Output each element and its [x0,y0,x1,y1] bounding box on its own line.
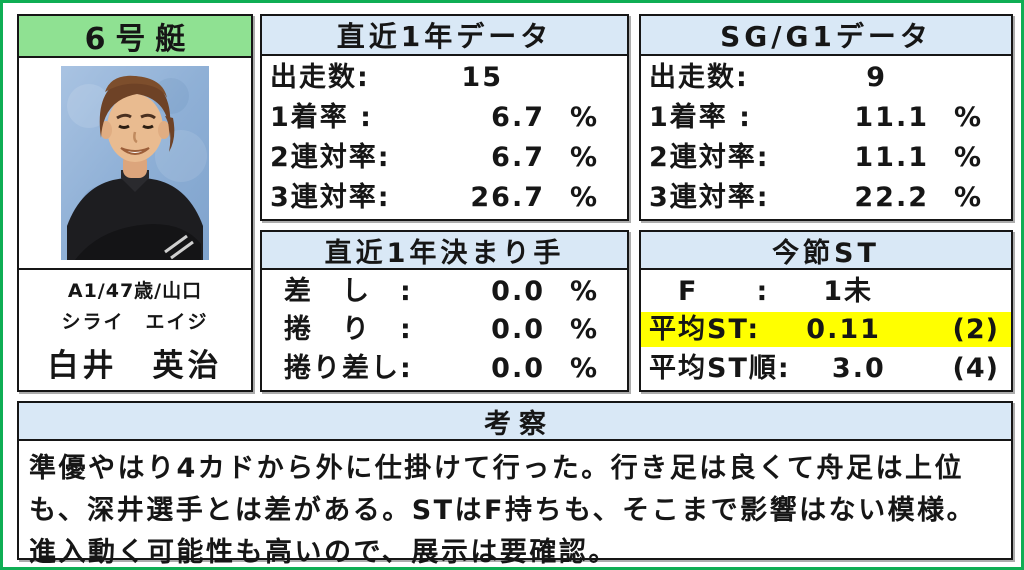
stat-value: 0.0 [491,353,545,385]
racer-profile-card: 6号艇 [17,14,253,392]
kimarite-rows: 差 し : 0.0% 捲 り : 0.0% 捲り差し: 0.0% [262,270,627,390]
sg-g1-data-title: SG/G1データ [641,16,1011,56]
stat-unit: % [953,181,981,213]
stat-value: 6.7 [491,141,545,173]
stat-value: 11.1 [854,141,929,173]
stat-unit: % [569,275,597,307]
recent-year-data-card: 直近1年データ 出走数: 15 1着率 : 6.7% 2連対率: 6.7% 3連対率: 26.… [260,14,629,221]
series-st-card: 今節ST F : 1未平均ST: 0.11 (2) 平均ST順: 3.0 (4) [639,230,1013,392]
stat-label: 2連対率: [270,141,391,173]
stat-unit: % [953,141,981,173]
racer-photo-image [61,66,209,260]
recent-year-data-title: 直近1年データ [262,16,627,56]
stat-row: 出走数: 15 [262,62,627,93]
stat-rank: (2) [952,314,999,346]
stat-unit: % [569,102,597,134]
stat-value: 0.0 [491,314,545,346]
stat-label: 出走数: [649,62,749,94]
stat-unit: % [569,314,597,346]
stat-value: 0.0 [491,275,545,307]
stat-value: 15 [461,62,503,94]
stat-rank: (4) [952,353,999,385]
stat-row: 出走数: 9 [641,62,1011,93]
stat-value: 0.11 [806,314,881,346]
stat-row: 1着率 : 6.7% [262,102,627,133]
kimarite-title: 直近1年決まり手 [262,232,627,270]
stat-row: 平均ST: 0.11 (2) [641,312,1011,348]
analysis-text: 準優やはり4カドから外に仕掛けて行った。行き足は良くて舟足は上位も、深井選手とは… [29,453,977,568]
stat-value: 3.0 [831,353,886,385]
stat-value: 9 [866,62,887,94]
stat-row: 捲 り : 0.0% [262,314,627,345]
stat-label: 平均ST順: [649,353,791,385]
stat-row: 平均ST順: 3.0 (4) [641,351,1011,386]
stat-row: F : 1未 [641,274,1011,309]
series-st-title: 今節ST [641,232,1011,270]
stat-label: 2連対率: [649,141,770,173]
stat-value: 22.2 [854,181,929,213]
stat-value: 26.7 [470,181,545,213]
stat-label: 差 し : [284,275,413,307]
stat-label: 平均ST: [649,314,761,346]
racer-name: 白井 英治 [47,347,223,384]
stat-label: 1着率 : [270,102,373,134]
stat-value: 6.7 [491,102,545,134]
analysis-title: 考察 [19,403,1011,441]
racer-photo [19,58,251,268]
racer-class-age-branch: A1/47歳/山口 [67,279,203,302]
stat-label: 1着率 : [649,102,752,134]
boat-number-header: 6号艇 [19,16,251,58]
stat-unit: % [569,141,597,173]
stat-unit: % [569,181,597,213]
stat-row: 1着率 : 11.1% [641,102,1011,133]
sg-g1-data-card: SG/G1データ 出走数: 9 1着率 : 11.1% 2連対率: 11.1% 3連対率: 2… [639,14,1013,221]
stat-label: 捲 り : [284,314,413,346]
recent-year-rows: 出走数: 15 1着率 : 6.7% 2連対率: 6.7% 3連対率: 26.7% [262,56,627,219]
stat-label: 3連対率: [649,181,770,213]
stat-value: 11.1 [854,102,929,134]
stat-unit: % [569,353,597,385]
stat-label: 出走数: [270,62,370,94]
stat-row: 2連対率: 11.1% [641,142,1011,173]
racer-info: A1/47歳/山口 シライ エイジ 白井 英治 [19,268,251,390]
stat-row: 捲り差し: 0.0% [262,353,627,384]
stat-label: 捲り差し: [284,353,413,385]
racer-name-kana: シライ エイジ [61,310,209,333]
stat-row: 3連対率: 22.2% [641,182,1011,213]
stat-label: F : [649,275,770,307]
stat-row: 差 し : 0.0% [262,276,627,307]
analysis-card: 考察 準優やはり4カドから外に仕掛けて行った。行き足は良くて舟足は上位も、深井選… [17,401,1013,567]
stat-label: 3連対率: [270,181,391,213]
kimarite-card: 直近1年決まり手 差 し : 0.0% 捲 り : 0.0% 捲り差し: 0.0% [260,230,629,392]
stat-row: 2連対率: 6.7% [262,142,627,173]
series-st-rows: F : 1未平均ST: 0.11 (2) 平均ST順: 3.0 (4) [641,270,1011,390]
stat-unit: % [953,102,981,134]
stat-value: 1未 [823,275,874,307]
sg-g1-rows: 出走数: 9 1着率 : 11.1% 2連対率: 11.1% 3連対率: 22.2% [641,56,1011,219]
stat-row: 3連対率: 26.7% [262,182,627,213]
